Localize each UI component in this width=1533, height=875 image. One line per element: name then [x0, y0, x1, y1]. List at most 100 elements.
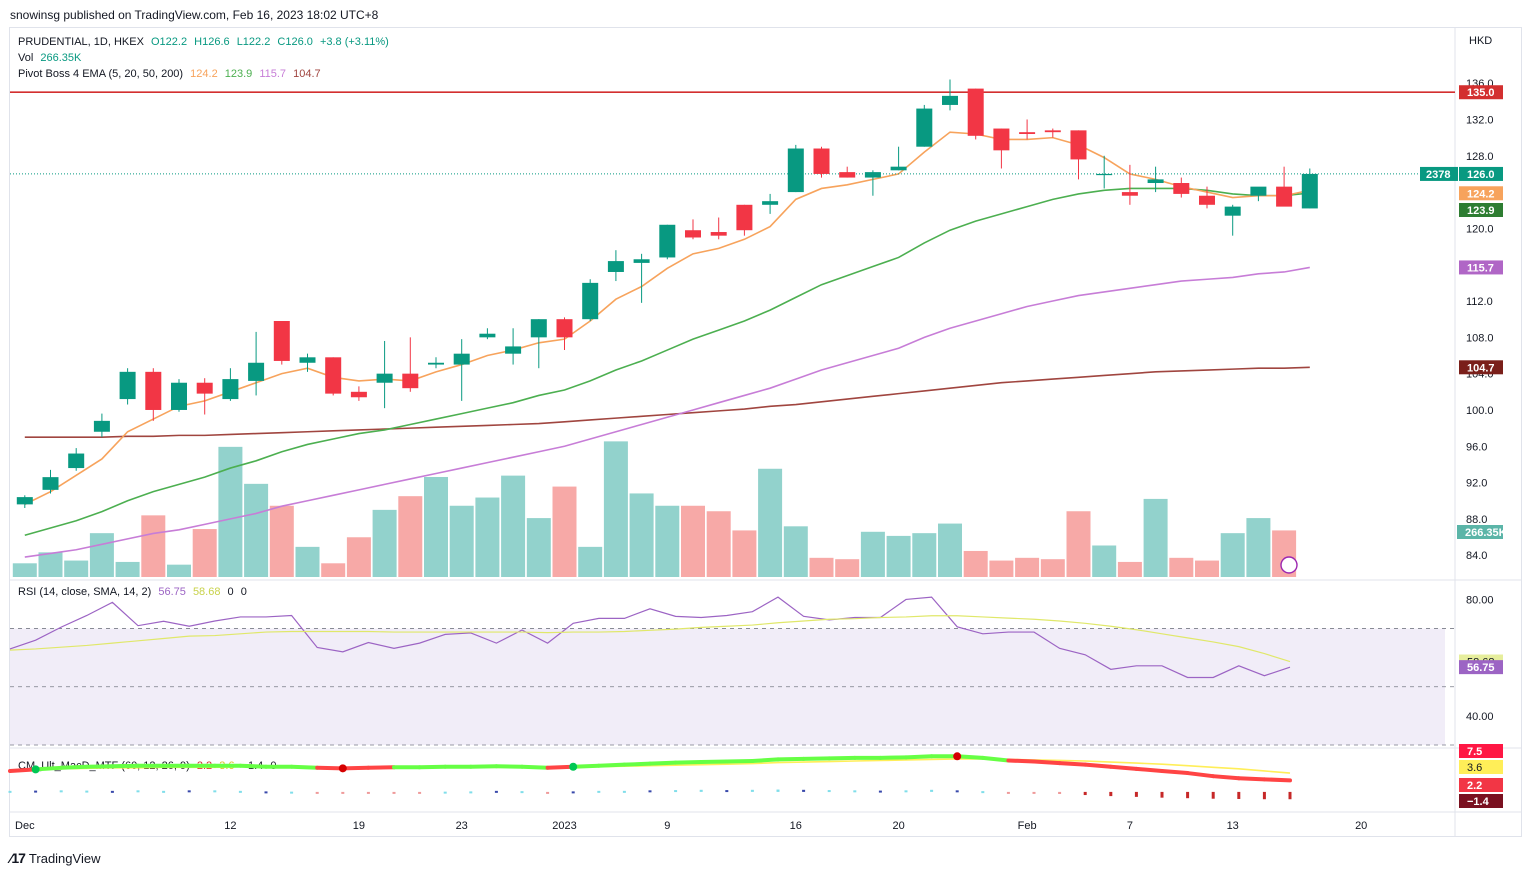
volume-bar	[938, 523, 962, 577]
macd-line-segment	[699, 759, 729, 765]
volume-label[interactable]: Vol	[18, 52, 34, 64]
open-value: O122.2	[150, 36, 188, 48]
time-tick-label: 20	[892, 820, 904, 832]
candle-body	[1301, 173, 1318, 209]
ema5-value: 124.2	[190, 68, 218, 80]
volume-bar	[1040, 559, 1065, 577]
macd-badge-bg	[1459, 778, 1503, 792]
rsi-tick-label: 80.00	[1466, 594, 1494, 606]
volume-bar	[398, 496, 423, 577]
macd-line-segment	[238, 763, 268, 769]
macd-line-segment	[545, 764, 576, 770]
macd-histogram-bar	[1186, 791, 1190, 799]
candle-body	[376, 373, 393, 383]
macd-histogram-bar	[264, 791, 268, 794]
macd-histogram-bar	[341, 791, 345, 794]
candle-body	[633, 259, 650, 263]
candle-body	[196, 382, 213, 394]
candle-body	[248, 362, 265, 381]
candle-body	[1096, 173, 1113, 176]
macd-line-segment	[1134, 766, 1164, 773]
macd-line-segment	[417, 764, 448, 770]
candle-body	[864, 172, 881, 178]
candle-body	[16, 497, 33, 505]
time-tick-label: 9	[664, 820, 670, 832]
macd-line-segment	[827, 755, 857, 761]
rsi-lower-value: 0	[240, 586, 247, 598]
candle-body	[556, 319, 573, 338]
macd-badge: 3.6	[1467, 762, 1482, 774]
candle-body	[428, 362, 444, 365]
price-tick-label: 120.0	[1466, 223, 1494, 235]
resistance-badge-bg	[1459, 85, 1503, 100]
footer-brand[interactable]: ⁄17 TradingView	[10, 850, 100, 866]
candle-body	[479, 333, 496, 338]
candle-body	[1121, 192, 1138, 196]
ema20-badge: 123.9	[1467, 205, 1495, 217]
symbol-label[interactable]: PRUDENTIAL, 1D, HKEX	[18, 36, 144, 48]
volume-bar	[1092, 545, 1117, 577]
time-tick-label: 12	[224, 820, 236, 832]
macd-histogram-bar	[776, 789, 780, 792]
ema200-value: 104.7	[293, 68, 321, 80]
candle-body	[171, 382, 187, 410]
macd-histogram-bar	[1058, 791, 1062, 794]
candle-body	[119, 371, 136, 400]
macd-line-segment	[340, 765, 371, 771]
ema50-line	[24, 266, 1310, 558]
macd-histogram-bar	[187, 790, 191, 793]
macd-line-segment	[1236, 776, 1267, 782]
candle-body	[1276, 186, 1293, 207]
macd-histogram-bar	[1032, 791, 1036, 794]
macd-line-segment	[878, 755, 908, 760]
volume-bar	[501, 475, 526, 577]
macd-histogram-bar	[597, 790, 601, 793]
candle-body	[685, 230, 701, 238]
last-price-badge: 126.0	[1467, 169, 1495, 181]
macd-histogram-bar	[238, 790, 242, 793]
volume-bar	[372, 509, 397, 577]
rsi-badge-bg	[1459, 660, 1503, 675]
macd-line-segment	[289, 764, 320, 770]
macd-histogram-bar	[59, 790, 63, 793]
candle-body	[659, 224, 676, 258]
ema-label[interactable]: Pivot Boss 4 EMA (5, 20, 50, 200)	[18, 68, 184, 80]
macd-histogram-bar	[469, 791, 473, 794]
volume-bar	[603, 441, 628, 577]
macd-cross-dot	[338, 764, 347, 773]
macd-histogram-bar	[699, 789, 703, 792]
volume-bar	[295, 546, 320, 577]
macd-line-segment	[980, 755, 1011, 763]
candle-body	[350, 391, 367, 398]
volume-bar	[758, 468, 783, 577]
time-tick-label: Dec	[15, 820, 35, 832]
volume-bar	[526, 518, 551, 577]
macd-badge-bg	[1459, 794, 1503, 808]
candle-body	[607, 261, 624, 272]
macd-line-segment	[648, 760, 678, 766]
candle-body	[839, 172, 856, 178]
volume-legend: Vol 266.35K	[18, 52, 85, 64]
macd-line-segment	[494, 764, 524, 769]
candle-body	[890, 166, 907, 171]
volume-bar	[167, 564, 191, 577]
volume-bar	[38, 552, 63, 577]
volume-bar	[141, 515, 166, 577]
chart-frame	[9, 27, 1522, 837]
macd-histogram-bar	[8, 790, 12, 793]
macd-line-segment	[366, 765, 396, 770]
macd-cross-dot	[953, 752, 962, 761]
ema5-line	[24, 131, 1310, 506]
macd-histogram-bar	[571, 791, 575, 794]
ema20-value: 123.9	[224, 68, 253, 80]
publisher-line: snowinsg published on TradingView.com, F…	[10, 8, 379, 22]
ema-legend: Pivot Boss 4 EMA (5, 20, 50, 200) 124.2 …	[18, 68, 325, 80]
macd-line-segment	[1185, 771, 1216, 779]
macd-line-segment	[724, 759, 755, 764]
macd-histogram-bar	[315, 791, 319, 794]
time-tick-label: 20	[1355, 820, 1367, 832]
price-tick-label: 84.0	[1466, 550, 1487, 562]
symbol-legend: PRUDENTIAL, 1D, HKEX O122.2 H126.6 L122.…	[18, 36, 393, 48]
rsi-label[interactable]: RSI (14, close, SMA, 14, 2)	[18, 586, 152, 598]
